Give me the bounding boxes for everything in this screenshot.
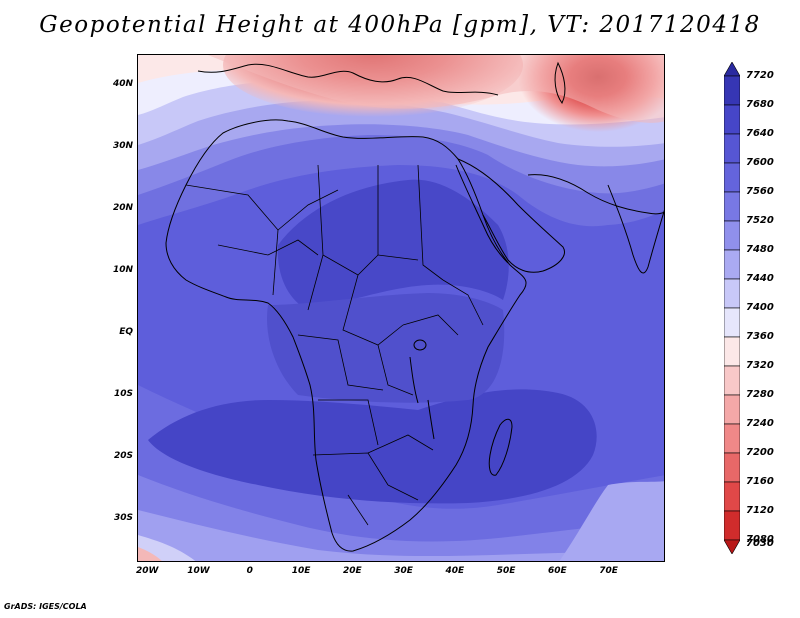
colorbar-swatch [724, 481, 740, 512]
colorbar-level-label: 7320 [746, 360, 774, 371]
lon-tick-label: 60E [548, 566, 567, 576]
colorbar-level-label: 7600 [746, 157, 774, 168]
colorbar-swatch [724, 62, 740, 77]
lon-tick-label: 30E [394, 566, 413, 576]
colorbar-level-label: 7360 [746, 331, 774, 342]
colorbar-swatch [724, 104, 740, 135]
lat-tick-label: 30S [113, 512, 133, 523]
colorbar-swatch [724, 249, 740, 280]
tropical-core-south [148, 389, 597, 504]
geopotential-field [138, 55, 664, 561]
lon-tick-label: 20E [342, 566, 362, 576]
colorbar-level-label: 7080 [746, 534, 774, 545]
lat-tick-label: 10N [112, 264, 133, 275]
colorbar-swatch [724, 510, 740, 541]
southeast-contour [559, 481, 664, 561]
colorbar-swatch [724, 336, 740, 367]
lon-tick-label: 10E [291, 566, 311, 576]
tropical-core-north [277, 179, 509, 310]
colorbar-swatch [724, 423, 740, 454]
colorbar-swatch [724, 307, 740, 338]
lat-tick-label: 20S [113, 450, 133, 461]
colorbar-level-label: 7240 [746, 418, 774, 429]
lat-tick-label: 30N [112, 140, 133, 151]
lon-tick-label: 20W [136, 566, 159, 576]
south-contour-5 [138, 547, 162, 561]
lon-tick-label: 40E [445, 566, 465, 576]
colorbar-swatch [724, 75, 740, 106]
colorbar-level-label: 7520 [746, 215, 774, 226]
colorbar-swatch [724, 191, 740, 222]
lon-tick-label: 10W [187, 566, 210, 576]
lon-tick-label: 0 [246, 566, 253, 576]
lon-tick-label: 70E [599, 566, 618, 576]
country-borders [185, 164, 484, 526]
colorbar-level-label: 7720 [746, 70, 774, 81]
colorbar-swatch [724, 394, 740, 425]
colorbar-level-label: 7680 [746, 99, 774, 110]
lat-tick-label: 20N [112, 202, 133, 213]
colorbar-level-label: 7200 [746, 447, 774, 458]
south-contour-1 [138, 385, 664, 561]
colorbar-swatch [724, 365, 740, 396]
colorbar-level-label: 7560 [746, 186, 774, 197]
tropical-core-center [267, 293, 505, 403]
colorbar-level-label: 7480 [746, 244, 774, 255]
colorbar-level-label: 7030 [746, 538, 774, 549]
colorbar-level-label: 7440 [746, 273, 774, 284]
colorbar-level-label: 7640 [746, 128, 774, 139]
south-contour-2 [138, 475, 664, 561]
credit-label: GrADS: IGES/COLA [4, 602, 87, 611]
colorbar-swatch [724, 452, 740, 483]
colorbar-swatch [724, 278, 740, 309]
colorbar-swatch [724, 162, 740, 193]
lat-tick-label: EQ [119, 326, 133, 337]
colorbar-swatch [724, 133, 740, 164]
colorbar-level-label: 7120 [746, 505, 774, 516]
lat-tick-label: 40N [112, 78, 133, 89]
colorbar-level-label: 7160 [746, 476, 774, 487]
colorbar-level-label: 7400 [746, 302, 774, 313]
south-contour-3 [138, 510, 664, 561]
lon-tick-label: 50E [496, 566, 516, 576]
coastlines [165, 61, 664, 552]
colorbar-swatch [724, 539, 740, 554]
lat-tick-label: 10S [113, 388, 133, 399]
northern-pink-band [208, 55, 664, 123]
map-title: Geopotential Height at 400hPa [gpm], VT:… [39, 12, 761, 38]
colorbar-swatch [724, 220, 740, 251]
colorbar-level-label: 7280 [746, 389, 774, 400]
colorbar [724, 62, 740, 554]
map-panel [137, 54, 665, 562]
